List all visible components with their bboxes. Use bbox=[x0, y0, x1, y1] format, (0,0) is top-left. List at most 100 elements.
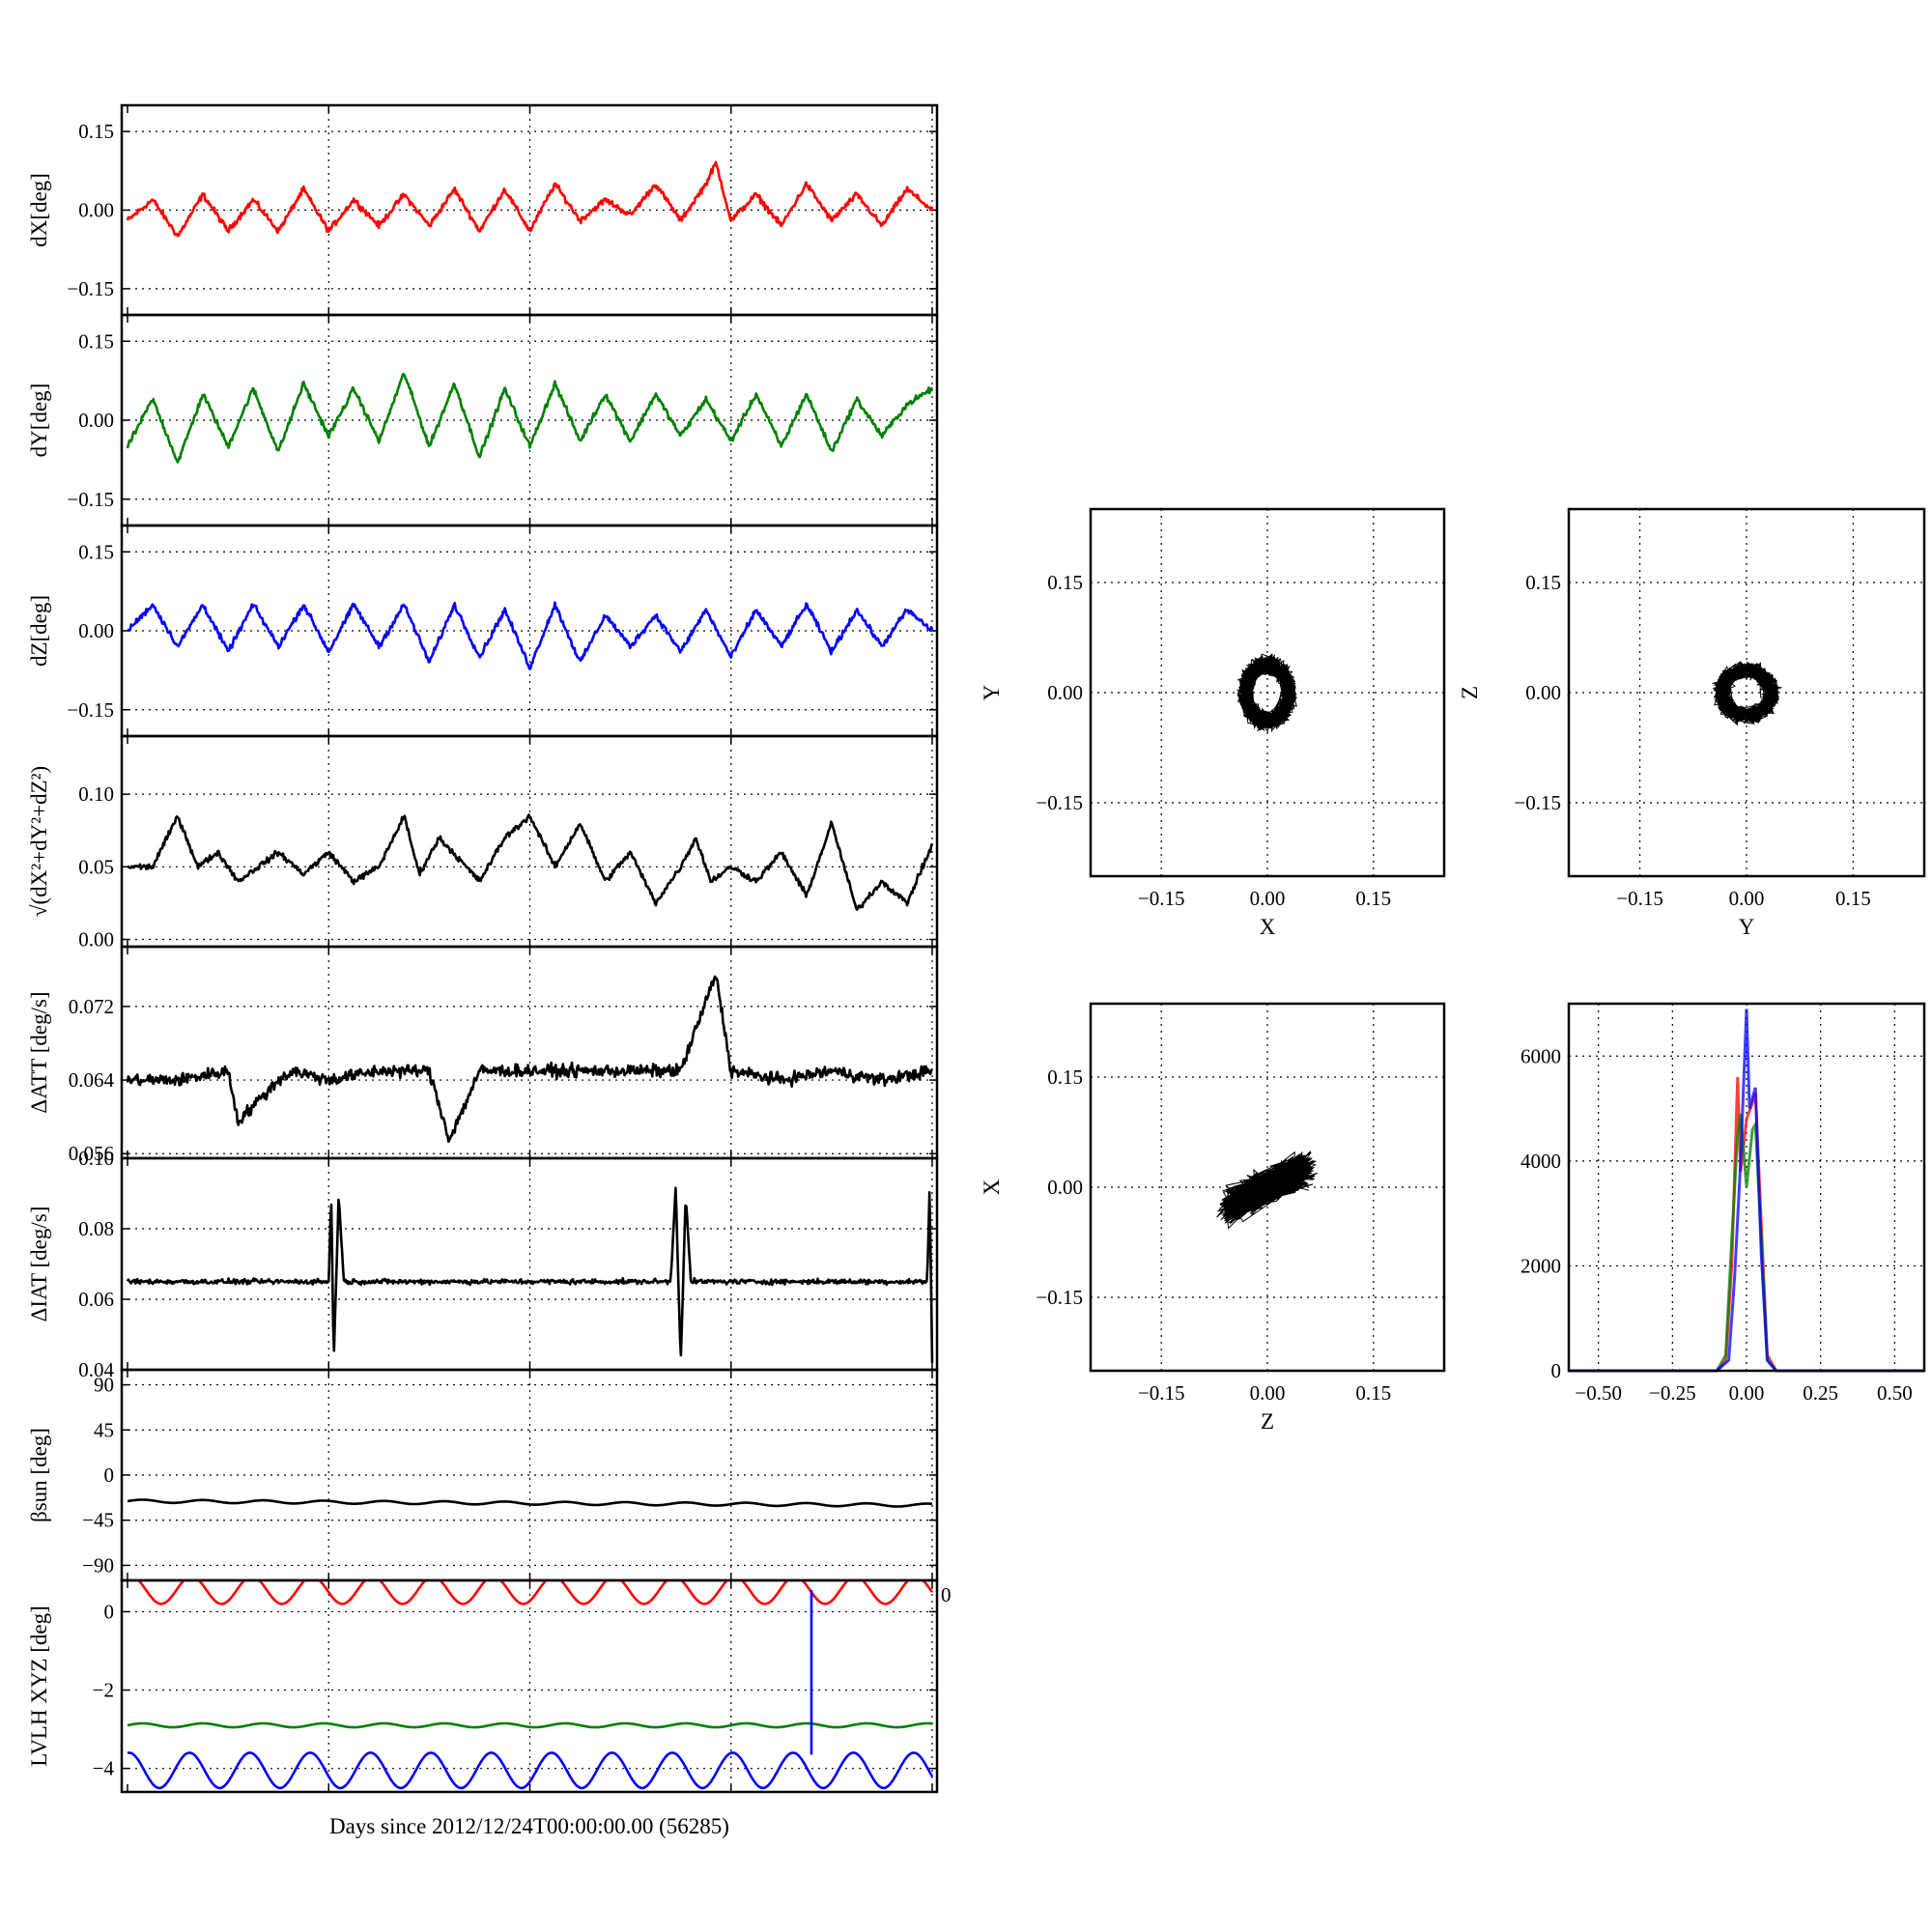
x-tick-label: 0.50 bbox=[1877, 1381, 1913, 1405]
histogram-series bbox=[1569, 1076, 1924, 1373]
y-tick-label: −0.15 bbox=[67, 488, 114, 511]
y-tick-label: 0.05 bbox=[78, 855, 114, 878]
y-tick-label: −0.15 bbox=[1514, 791, 1561, 814]
y-axis-label: βsun [deg] bbox=[27, 1428, 51, 1522]
y-tick-label: −0.15 bbox=[67, 698, 114, 722]
series-line-beta bbox=[127, 1498, 933, 1508]
y-tick-label: 0.08 bbox=[78, 1217, 114, 1240]
panel-frame bbox=[1567, 507, 1926, 878]
x-tick-label: 0.15 bbox=[1355, 1381, 1391, 1405]
panel-lvlh: 0 −2 −4 LVLH XYZ [deg] 0 bbox=[27, 1578, 952, 1794]
scatter-XY: −0.15 −0.15 0.00 0.00 0.15 0.15 X Y bbox=[980, 507, 1446, 939]
y-tick-label: −0.15 bbox=[1036, 791, 1083, 814]
histogram-series bbox=[1569, 1009, 1924, 1373]
y-tick-label: −4 bbox=[93, 1757, 115, 1780]
x-axis-label: Z bbox=[1261, 1409, 1274, 1434]
trajectory-ZX bbox=[1216, 1151, 1319, 1230]
x-axis-label: Y bbox=[1739, 915, 1755, 939]
series-line-lvlh bbox=[136, 1580, 934, 1605]
series-line-dX bbox=[126, 160, 934, 238]
series-line-dY bbox=[126, 373, 934, 464]
y-axis-label: X bbox=[980, 1179, 1004, 1195]
panel-dATT: 0.072 0.064 0.056 ΔATT [deg/s] bbox=[27, 945, 939, 1165]
y-tick-label: 0.15 bbox=[78, 120, 114, 143]
y-axis-label: dZ[deg] bbox=[27, 595, 51, 667]
y-tick-label: 0 bbox=[104, 1463, 115, 1487]
histogram-panel: −0.50 −0.25 0.00 0.25 0.50 0 2000 4000 6000 bbox=[1520, 1002, 1926, 1405]
series-line-lvlh bbox=[127, 1590, 934, 1790]
panel-frame bbox=[120, 1578, 939, 1794]
panel-frame bbox=[120, 945, 939, 1160]
x-tick-label: −0.15 bbox=[1616, 887, 1663, 910]
y-axis-label: Z bbox=[1458, 686, 1482, 699]
y-tick-label: 0.15 bbox=[78, 329, 114, 353]
y-tick-label: −45 bbox=[82, 1509, 114, 1532]
panel-frame bbox=[120, 734, 939, 949]
y-tick-label: 0.10 bbox=[78, 782, 114, 806]
trajectory-YZ bbox=[1711, 661, 1783, 726]
x-axis-label: Days since 2012/12/24T00:00:00.00 (56285… bbox=[329, 1814, 729, 1838]
y-tick-label: 0.00 bbox=[78, 409, 114, 432]
x-tick-label: −0.15 bbox=[1138, 887, 1185, 910]
panel-frame bbox=[1567, 1002, 1926, 1373]
y-axis-label: √(dX²+dY²+dZ²) bbox=[27, 766, 51, 917]
y-tick-label: −0.15 bbox=[67, 277, 114, 300]
series-line-dZ bbox=[127, 601, 934, 670]
x-tick-label: −0.50 bbox=[1575, 1381, 1622, 1405]
y-tick-label: 0.00 bbox=[1047, 1176, 1083, 1199]
y-tick-label: 6000 bbox=[1520, 1044, 1561, 1067]
y-tick-label: 0.00 bbox=[78, 927, 114, 951]
panel-norm: 0.10 0.05 0.00 √(dX²+dY²+dZ²) bbox=[27, 734, 939, 951]
y-axis-label: ΔIAT [deg/s] bbox=[27, 1207, 51, 1322]
y-tick-label: 0.00 bbox=[1525, 681, 1561, 704]
y-axis-label: dX[deg] bbox=[27, 173, 51, 247]
x-tick-label: −0.15 bbox=[1138, 1381, 1185, 1405]
y-tick-label: 0.15 bbox=[78, 540, 114, 563]
series-line-norm bbox=[127, 813, 934, 911]
y-axis-label: dY[deg] bbox=[27, 384, 51, 458]
panel-frame bbox=[1089, 1002, 1446, 1373]
panel-frame bbox=[120, 1156, 939, 1372]
panel-dZ: 0.15 0.00 −0.15 dZ[deg] bbox=[27, 524, 939, 738]
y-axis-label: ΔATT [deg/s] bbox=[27, 991, 51, 1113]
series-line-dIAT bbox=[126, 1186, 934, 1363]
trajectory-XY bbox=[1236, 652, 1297, 734]
x-tick-label: 0.15 bbox=[1355, 887, 1391, 910]
x-tick-label: 0.00 bbox=[1729, 887, 1765, 910]
y-tick-label: 90 bbox=[94, 1374, 114, 1397]
y-tick-label: 0.15 bbox=[1047, 1065, 1083, 1089]
y-tick-label: 0.072 bbox=[69, 995, 114, 1018]
y-tick-label: 0.056 bbox=[69, 1142, 114, 1165]
x-tick-label: 0.00 bbox=[1250, 1381, 1286, 1405]
scatter-ZX: −0.15 −0.15 0.00 0.00 0.15 0.15 Z X bbox=[980, 1002, 1446, 1434]
x-tick-label: 0.15 bbox=[1835, 887, 1871, 910]
y-tick-label: −0.15 bbox=[1036, 1286, 1083, 1309]
panel-dY: 0.15 0.00 −0.15 dY[deg] bbox=[27, 313, 939, 527]
y-tick-label: 0.00 bbox=[78, 619, 114, 642]
y-tick-label: 0.10 bbox=[78, 1147, 114, 1170]
series-line-dATT bbox=[126, 975, 933, 1144]
y-tick-label: −90 bbox=[82, 1553, 114, 1577]
scatter-YZ: −0.15 −0.15 0.00 0.00 0.15 0.15 Y Z bbox=[1458, 507, 1926, 939]
y-tick-label: 0 bbox=[1551, 1359, 1562, 1382]
y-tick-label: 0 bbox=[104, 1600, 115, 1623]
y-tick-label: 0.00 bbox=[1047, 681, 1083, 704]
y-tick-label: 2000 bbox=[1520, 1254, 1561, 1277]
y-tick-label: 0.00 bbox=[78, 199, 114, 222]
y-tick-label: −2 bbox=[93, 1679, 114, 1702]
x-tick-label: 0.00 bbox=[1250, 887, 1286, 910]
y-tick-label: 0.064 bbox=[69, 1068, 115, 1092]
y-tick-label: 0.06 bbox=[78, 1288, 114, 1311]
x-tick-label: 0.25 bbox=[1803, 1381, 1838, 1405]
panel-beta: 90 45 0 −45 −90 βsun [deg] bbox=[27, 1368, 939, 1582]
series-line-lvlh bbox=[127, 1721, 933, 1729]
x-tick-label: 0.00 bbox=[1729, 1381, 1765, 1405]
panel-frame bbox=[1089, 507, 1446, 878]
y-tick-label: 4000 bbox=[1520, 1150, 1561, 1173]
y-axis-label: Y bbox=[980, 684, 1004, 700]
x-axis-label: X bbox=[1260, 915, 1276, 939]
y-tick-label: 0.04 bbox=[78, 1358, 114, 1381]
y-tick-label: 0.15 bbox=[1525, 571, 1561, 594]
y-tick-label: 45 bbox=[94, 1418, 114, 1441]
